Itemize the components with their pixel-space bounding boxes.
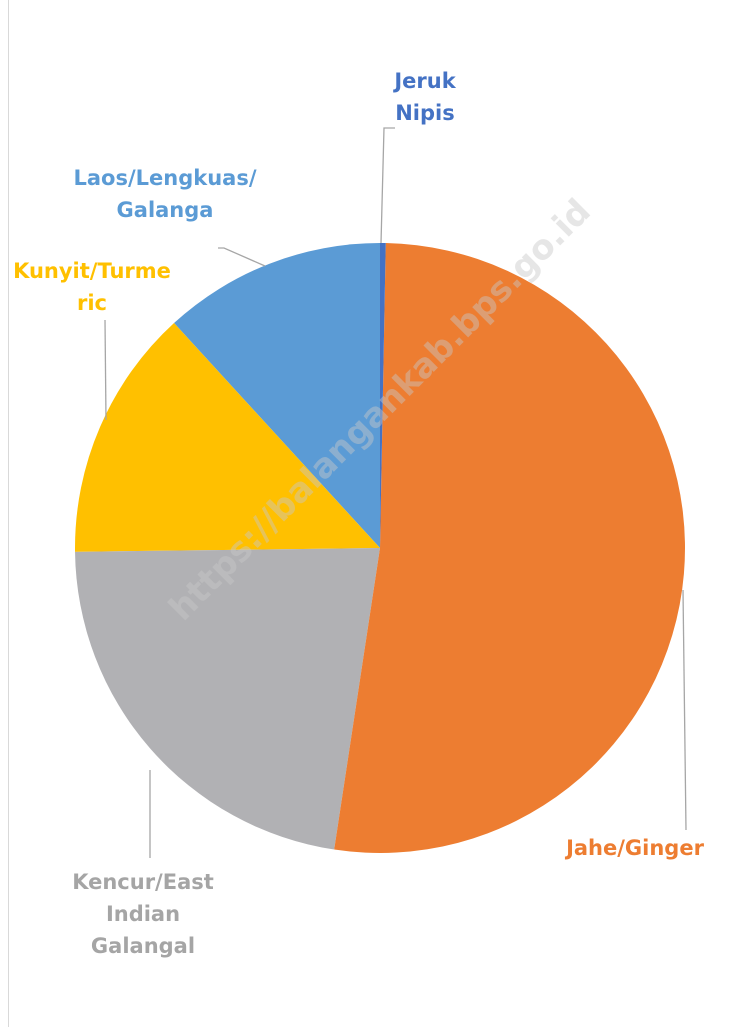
pie-slice xyxy=(75,548,380,850)
slice-label: Kunyit/Turmeric xyxy=(13,259,171,315)
leader-line xyxy=(682,589,687,831)
slice-label: Kencur/East Indian Galangal xyxy=(72,870,214,958)
leader-line xyxy=(218,247,266,267)
pie-slice xyxy=(174,243,380,548)
slice-label: Jeruk Nipis xyxy=(394,69,456,125)
pie-slice xyxy=(380,243,386,548)
leader-line xyxy=(104,319,107,421)
leader-line xyxy=(380,127,395,244)
pie-slice xyxy=(334,243,686,853)
slice-label: Jahe/Ginger xyxy=(566,836,704,860)
slice-label: Laos/Lengkuas/Galanga xyxy=(73,166,257,222)
frame xyxy=(8,0,9,1027)
leader-lines xyxy=(104,127,687,858)
pie-slice xyxy=(75,323,380,552)
